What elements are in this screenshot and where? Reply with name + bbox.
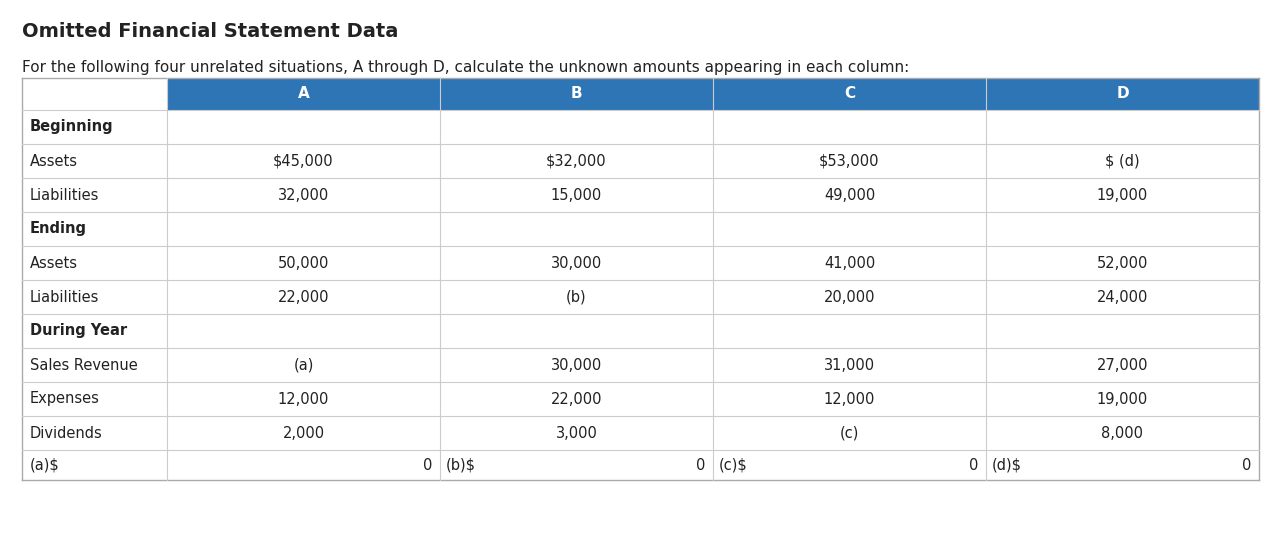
- Text: 50,000: 50,000: [278, 256, 329, 271]
- Text: 3,000: 3,000: [556, 426, 597, 441]
- Text: (c): (c): [840, 426, 860, 441]
- Text: 2,000: 2,000: [282, 426, 324, 441]
- Text: Ending: Ending: [29, 222, 87, 237]
- Text: (d)$: (d)$: [991, 457, 1022, 472]
- Text: (a): (a): [293, 358, 314, 373]
- Bar: [22, 212, 1259, 246]
- Text: D: D: [1116, 86, 1129, 101]
- Text: Omitted Financial Statement Data: Omitted Financial Statement Data: [22, 22, 398, 41]
- Text: For the following four unrelated situations, A through D, calculate the unknown : For the following four unrelated situati…: [22, 60, 910, 75]
- Text: Beginning: Beginning: [29, 120, 114, 134]
- Text: $53,000: $53,000: [820, 154, 880, 169]
- Text: 15,000: 15,000: [551, 188, 602, 203]
- Text: 0: 0: [423, 457, 432, 472]
- Text: 52,000: 52,000: [1097, 256, 1148, 271]
- Text: 12,000: 12,000: [278, 392, 329, 407]
- Text: $45,000: $45,000: [273, 154, 334, 169]
- Text: 27,000: 27,000: [1097, 358, 1148, 373]
- Text: 0: 0: [968, 457, 977, 472]
- Text: Liabilities: Liabilities: [29, 188, 100, 203]
- Text: 30,000: 30,000: [551, 256, 602, 271]
- Text: (c)$: (c)$: [719, 457, 748, 472]
- Text: Sales Revenue: Sales Revenue: [29, 358, 138, 373]
- Text: 22,000: 22,000: [551, 392, 602, 407]
- Bar: [22, 178, 1259, 212]
- Bar: [167, 78, 439, 110]
- Text: Expenses: Expenses: [29, 392, 100, 407]
- Text: 49,000: 49,000: [824, 188, 875, 203]
- Text: 41,000: 41,000: [824, 256, 875, 271]
- Bar: [22, 382, 1259, 416]
- Text: Assets: Assets: [29, 154, 78, 169]
- Text: 22,000: 22,000: [278, 290, 329, 305]
- Bar: [22, 348, 1259, 382]
- Text: 20,000: 20,000: [824, 290, 875, 305]
- Text: Dividends: Dividends: [29, 426, 102, 441]
- Text: 19,000: 19,000: [1097, 392, 1148, 407]
- Bar: [986, 78, 1259, 110]
- Bar: [22, 280, 1259, 314]
- Text: 31,000: 31,000: [824, 358, 875, 373]
- Text: 0: 0: [1241, 457, 1252, 472]
- Text: C: C: [844, 86, 854, 101]
- Text: 19,000: 19,000: [1097, 188, 1148, 203]
- Text: Assets: Assets: [29, 256, 78, 271]
- Text: 30,000: 30,000: [551, 358, 602, 373]
- Bar: [439, 78, 714, 110]
- Text: (b): (b): [566, 290, 587, 305]
- Text: 0: 0: [696, 457, 705, 472]
- Text: B: B: [571, 86, 583, 101]
- Text: 8,000: 8,000: [1102, 426, 1144, 441]
- Text: Liabilities: Liabilities: [29, 290, 100, 305]
- Bar: [22, 416, 1259, 450]
- Text: A: A: [297, 86, 310, 101]
- Bar: [22, 144, 1259, 178]
- Bar: [714, 78, 986, 110]
- Bar: [22, 450, 1259, 480]
- Text: $32,000: $32,000: [546, 154, 607, 169]
- Bar: [22, 78, 167, 110]
- Text: 24,000: 24,000: [1097, 290, 1148, 305]
- Text: 12,000: 12,000: [824, 392, 875, 407]
- Text: (a)$: (a)$: [29, 457, 60, 472]
- Bar: [22, 246, 1259, 280]
- Bar: [22, 110, 1259, 144]
- Text: 32,000: 32,000: [278, 188, 329, 203]
- Text: $ (d): $ (d): [1106, 154, 1140, 169]
- Text: During Year: During Year: [29, 324, 127, 339]
- Text: (b)$: (b)$: [446, 457, 477, 472]
- Bar: [22, 314, 1259, 348]
